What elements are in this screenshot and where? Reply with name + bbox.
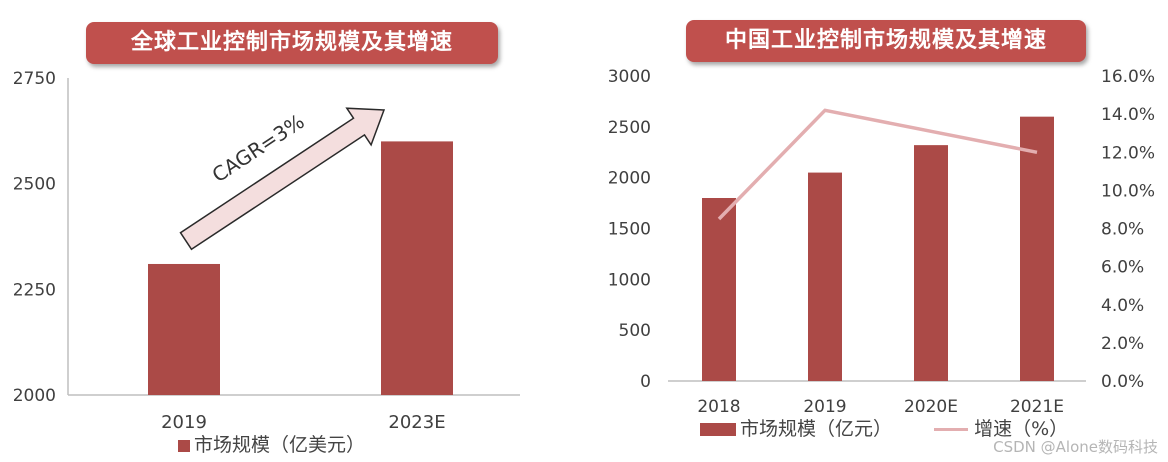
y-tick-label: 3000 xyxy=(608,67,651,87)
left-chart-bars xyxy=(148,141,453,395)
cagr-arrow-shape xyxy=(179,107,386,251)
y2-tick-label: 4.0% xyxy=(1101,296,1144,316)
x-tick-label: 2023E xyxy=(388,412,445,433)
bar xyxy=(914,145,948,381)
right-chart-bars xyxy=(702,116,1054,382)
y2-tick-label: 8.0% xyxy=(1101,220,1144,240)
cagr-arrow: CAGR=3% xyxy=(179,107,386,251)
x-tick-label: 2019 xyxy=(803,397,846,417)
y2-tick-label: 16.0% xyxy=(1101,67,1155,87)
legend-label-china-size: 市场规模（亿元） xyxy=(740,418,893,440)
right-chart-y2-ticks: 0.0% 2.0% 4.0% 6.0% 8.0% 10.0% 12.0% 14.0% 16.0% xyxy=(1101,67,1155,392)
y-tick-label: 0 xyxy=(640,372,651,392)
bar xyxy=(1020,116,1054,382)
x-tick-label: 2018 xyxy=(697,397,740,417)
legend-bar-swatch xyxy=(178,439,190,452)
y2-tick-label: 2.0% xyxy=(1101,334,1144,354)
global-chart-title: 全球工业控制市场规模及其增速 xyxy=(86,22,498,64)
y-tick-label: 500 xyxy=(619,321,651,341)
bar xyxy=(808,172,842,381)
legend-item-growth: 增速（%） xyxy=(934,418,1068,440)
legend-line-swatch xyxy=(934,428,969,431)
legend-label-global-size: 市场规模（亿美元） xyxy=(194,434,366,456)
y2-tick-label: 0.0% xyxy=(1101,372,1144,392)
x-tick-label: 2021E xyxy=(1010,397,1064,417)
right-chart-y-ticks: 0 500 1000 1500 2000 2500 3000 xyxy=(608,67,651,392)
left-chart-x-ticks: 2019 2023E xyxy=(161,412,446,433)
x-tick-label: 2019 xyxy=(161,412,207,433)
y2-tick-label: 14.0% xyxy=(1101,105,1155,125)
watermark: CSDN @Alone数码科技 xyxy=(993,438,1158,456)
y2-tick-label: 10.0% xyxy=(1101,181,1155,201)
y-tick-label: 2500 xyxy=(13,175,56,195)
bar xyxy=(148,263,220,395)
y-tick-label: 2250 xyxy=(13,280,56,300)
legend-bar-swatch xyxy=(700,423,736,436)
china-market-chart: 0 500 1000 1500 2000 2500 3000 0.0% 2.0% 4.0% 6.0… xyxy=(608,67,1155,417)
legend-item-size: 市场规模（亿元） xyxy=(700,418,892,440)
y-tick-label: 1500 xyxy=(608,220,651,240)
right-chart-legend: 市场规模（亿元） 增速（%） xyxy=(700,414,1104,441)
bar xyxy=(381,141,453,395)
left-chart-y-ticks: 2000 2250 2500 2750 xyxy=(13,69,56,406)
y-tick-label: 2500 xyxy=(608,118,651,138)
y2-tick-label: 6.0% xyxy=(1101,258,1144,278)
right-chart-x-ticks: 2018 2019 2020E 2021E xyxy=(697,397,1064,417)
y2-tick-label: 12.0% xyxy=(1101,143,1155,163)
y-tick-label: 2000 xyxy=(13,386,56,406)
china-chart-title: 中国工业控制市场规模及其增速 xyxy=(686,20,1086,62)
legend-label-growth: 增速（%） xyxy=(974,418,1069,440)
y-tick-label: 2000 xyxy=(608,169,651,189)
y-tick-label: 1000 xyxy=(608,270,651,290)
bar xyxy=(702,198,736,381)
left-chart-legend: 市场规模（亿美元） xyxy=(178,430,365,457)
global-market-chart: 2000 2250 2500 2750 CAGR=3% 2019 2023E xyxy=(13,69,520,433)
right-chart-growth-line xyxy=(717,108,1038,221)
growth-line xyxy=(717,108,1038,221)
x-tick-label: 2020E xyxy=(904,397,958,417)
y-tick-label: 2750 xyxy=(13,69,56,89)
